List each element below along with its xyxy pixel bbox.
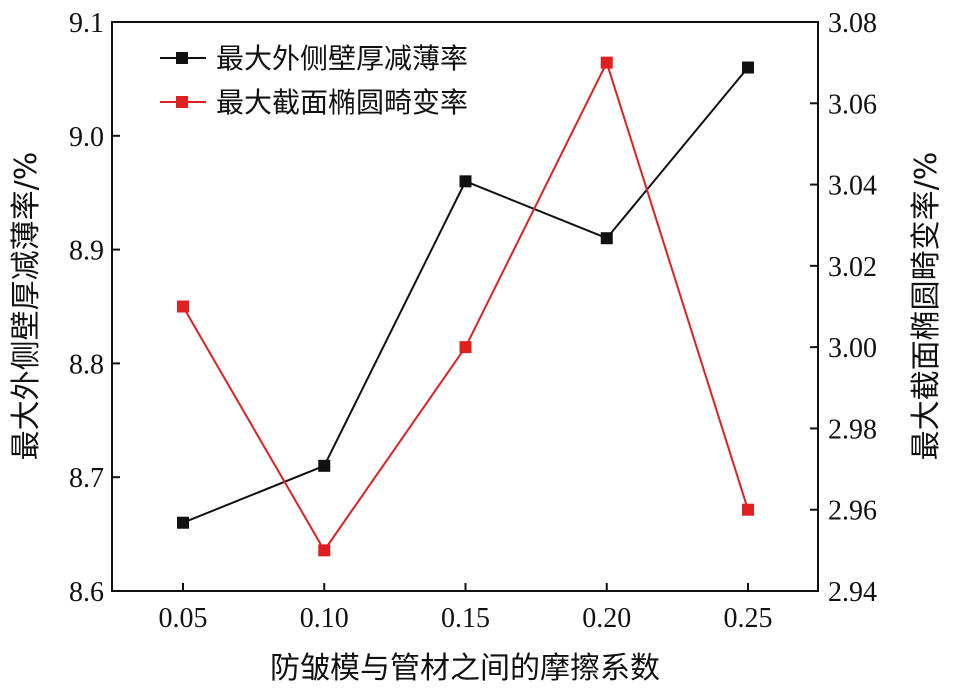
- left-axis-ticks: 8.6 8.7 8.8 8.9 9.0 9.1: [69, 8, 120, 608]
- x-axis-ticks: 0.05 0.10 0.15 0.20 0.25: [159, 583, 773, 634]
- right-tick-label: 3.02: [828, 252, 877, 283]
- series-1-point: [318, 459, 331, 472]
- x-tick-label: 0.20: [582, 603, 631, 634]
- right-tick-label: 3.06: [828, 89, 877, 120]
- x-tick-label: 0.05: [159, 603, 208, 634]
- series-2-point: [318, 544, 331, 557]
- right-tick-label: 2.94: [828, 577, 877, 608]
- legend-label-series-1: 最大外侧壁厚减薄率: [216, 42, 468, 75]
- left-tick-label: 9.1: [69, 8, 104, 39]
- right-axis-ticks: 2.94 2.96 2.98 3.00 3.02 3.04 3.06 3.08: [810, 8, 877, 608]
- left-tick-label: 8.7: [69, 463, 104, 494]
- y-axis-right-title: 最大截面椭圆畸变率/%: [909, 152, 944, 461]
- y-axis-left-title: 最大外侧壁厚减薄率/%: [9, 152, 44, 461]
- legend-marker-series-1: [176, 52, 188, 64]
- right-tick-label: 2.98: [828, 414, 877, 445]
- right-tick-label: 3.04: [828, 171, 877, 202]
- right-tick-label: 3.08: [828, 8, 877, 39]
- left-tick-label: 8.6: [69, 577, 104, 608]
- legend: 最大外侧壁厚减薄率 最大截面椭圆畸变率: [160, 42, 468, 119]
- x-tick-label: 0.25: [724, 603, 773, 634]
- left-tick-label: 8.8: [69, 349, 104, 380]
- series-2-point: [177, 300, 189, 313]
- series-2-point: [459, 341, 472, 354]
- left-tick-label: 8.9: [69, 236, 104, 267]
- series-1-point: [177, 516, 189, 529]
- series-2-point: [742, 503, 754, 516]
- legend-label-series-2: 最大截面椭圆畸变率: [216, 86, 468, 119]
- right-tick-label: 3.00: [828, 333, 877, 364]
- legend-marker-series-2: [176, 96, 188, 108]
- x-axis-title: 防皱模与管材之间的摩擦系数: [270, 651, 660, 686]
- x-tick-label: 0.15: [441, 603, 490, 634]
- series-2-point: [600, 56, 613, 69]
- series-1-point: [459, 175, 472, 188]
- series-1-point: [742, 61, 754, 74]
- series-2-line: [182, 59, 749, 553]
- left-tick-label: 9.0: [69, 122, 104, 153]
- x-tick-label: 0.10: [300, 603, 349, 634]
- series-layer: [177, 56, 754, 557]
- series-1-point: [600, 232, 613, 245]
- right-tick-label: 2.96: [828, 496, 877, 527]
